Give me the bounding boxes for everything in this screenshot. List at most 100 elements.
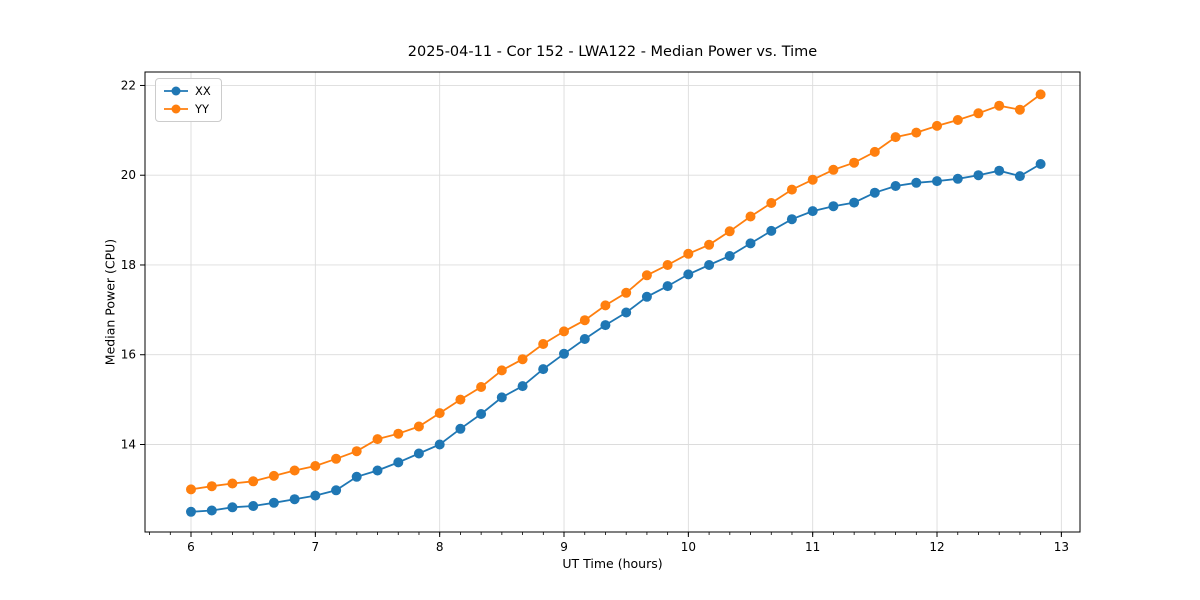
data-point-xx bbox=[372, 465, 383, 476]
data-point-xx bbox=[538, 364, 549, 375]
data-point-yy bbox=[600, 300, 611, 311]
plot-border bbox=[144, 71, 1081, 533]
y-tick-label: 16 bbox=[121, 348, 136, 362]
data-point-yy bbox=[869, 146, 880, 157]
x-tick-label: 8 bbox=[436, 540, 444, 554]
x-tick-label: 9 bbox=[560, 540, 568, 554]
data-point-xx bbox=[248, 501, 259, 511]
data-point-xx bbox=[310, 490, 321, 501]
x-tick-label: 13 bbox=[1054, 540, 1069, 554]
data-point-xx bbox=[1035, 159, 1046, 169]
data-point-xx bbox=[973, 170, 984, 181]
y-axis-label: Median Power (CPU) bbox=[102, 238, 118, 366]
data-point-yy bbox=[393, 428, 404, 439]
data-point-xx bbox=[517, 381, 528, 392]
data-point-yy bbox=[186, 484, 196, 495]
data-point-xx bbox=[932, 176, 942, 187]
data-point-yy bbox=[911, 127, 922, 138]
data-point-xx bbox=[724, 251, 735, 261]
legend-line-marker-icon bbox=[164, 86, 188, 96]
data-point-xx bbox=[393, 457, 404, 468]
data-point-xx bbox=[331, 485, 342, 496]
data-point-yy bbox=[517, 354, 528, 365]
data-point-yy bbox=[310, 461, 321, 471]
data-point-yy bbox=[434, 408, 445, 419]
data-point-xx bbox=[621, 307, 632, 318]
data-point-yy bbox=[1014, 104, 1025, 115]
data-point-yy bbox=[268, 470, 279, 481]
data-point-yy bbox=[455, 394, 466, 405]
data-point-yy bbox=[704, 239, 715, 250]
data-point-yy bbox=[952, 115, 963, 125]
data-point-yy bbox=[662, 260, 673, 270]
data-point-xx bbox=[766, 225, 777, 236]
data-point-xx bbox=[994, 165, 1005, 176]
data-point-xx bbox=[869, 187, 880, 198]
data-point-xx bbox=[641, 291, 652, 302]
data-point-xx bbox=[186, 506, 196, 517]
legend-item-yy: YY bbox=[163, 102, 211, 116]
series-line-xx bbox=[190, 163, 1042, 513]
data-point-xx bbox=[952, 173, 963, 184]
data-point-xx bbox=[227, 502, 238, 513]
series-line-yy bbox=[190, 93, 1042, 491]
data-point-xx bbox=[745, 238, 756, 249]
data-point-yy bbox=[413, 421, 424, 432]
x-tick-label: 10 bbox=[681, 540, 696, 554]
data-point-xx bbox=[455, 423, 466, 434]
legend: XX YY bbox=[155, 78, 222, 122]
legend-label-xx: XX bbox=[195, 84, 211, 98]
data-point-yy bbox=[849, 157, 860, 168]
data-point-yy bbox=[621, 287, 632, 298]
data-point-yy bbox=[351, 446, 362, 457]
x-axis-label: UT Time (hours) bbox=[562, 556, 663, 571]
data-point-yy bbox=[683, 248, 694, 259]
x-tick-label: 7 bbox=[312, 540, 320, 554]
data-point-yy bbox=[372, 434, 383, 445]
data-point-xx bbox=[413, 448, 424, 459]
data-point-xx bbox=[496, 392, 507, 403]
data-point-yy bbox=[745, 211, 756, 222]
data-point-xx bbox=[807, 206, 818, 217]
data-point-yy bbox=[932, 120, 942, 131]
data-point-yy bbox=[206, 481, 217, 492]
data-point-xx bbox=[786, 214, 797, 225]
data-point-yy bbox=[786, 184, 797, 195]
data-point-xx bbox=[1014, 171, 1025, 182]
data-point-yy bbox=[973, 108, 984, 119]
data-point-xx bbox=[476, 409, 487, 419]
data-point-xx bbox=[289, 494, 300, 505]
data-point-yy bbox=[766, 198, 777, 208]
y-tick-label: 22 bbox=[121, 78, 136, 92]
data-point-xx bbox=[683, 269, 694, 280]
data-point-yy bbox=[807, 174, 818, 185]
data-point-xx bbox=[662, 281, 673, 292]
data-point-yy bbox=[890, 132, 901, 143]
data-point-yy bbox=[538, 339, 549, 349]
x-tick-label: 6 bbox=[187, 540, 195, 554]
data-point-xx bbox=[911, 177, 922, 188]
y-tick-label: 18 bbox=[121, 258, 136, 272]
data-point-yy bbox=[994, 100, 1005, 111]
legend-line-marker-icon bbox=[164, 104, 188, 114]
data-point-xx bbox=[434, 439, 445, 450]
data-point-yy bbox=[227, 478, 238, 489]
chart-title: 2025-04-11 - Cor 152 - LWA122 - Median P… bbox=[407, 44, 818, 60]
data-point-yy bbox=[476, 382, 487, 392]
data-point-xx bbox=[704, 260, 715, 270]
data-point-yy bbox=[289, 465, 300, 476]
legend-label-yy: YY bbox=[195, 102, 210, 116]
data-point-yy bbox=[248, 476, 259, 487]
data-point-yy bbox=[331, 453, 342, 464]
data-point-xx bbox=[890, 181, 901, 191]
data-point-xx bbox=[559, 348, 569, 359]
y-tick-label: 20 bbox=[121, 168, 136, 182]
data-point-xx bbox=[268, 497, 279, 508]
data-point-yy bbox=[1035, 89, 1046, 100]
data-point-xx bbox=[351, 471, 362, 482]
data-point-yy bbox=[828, 164, 839, 175]
data-point-yy bbox=[579, 315, 590, 326]
data-point-xx bbox=[600, 320, 611, 331]
